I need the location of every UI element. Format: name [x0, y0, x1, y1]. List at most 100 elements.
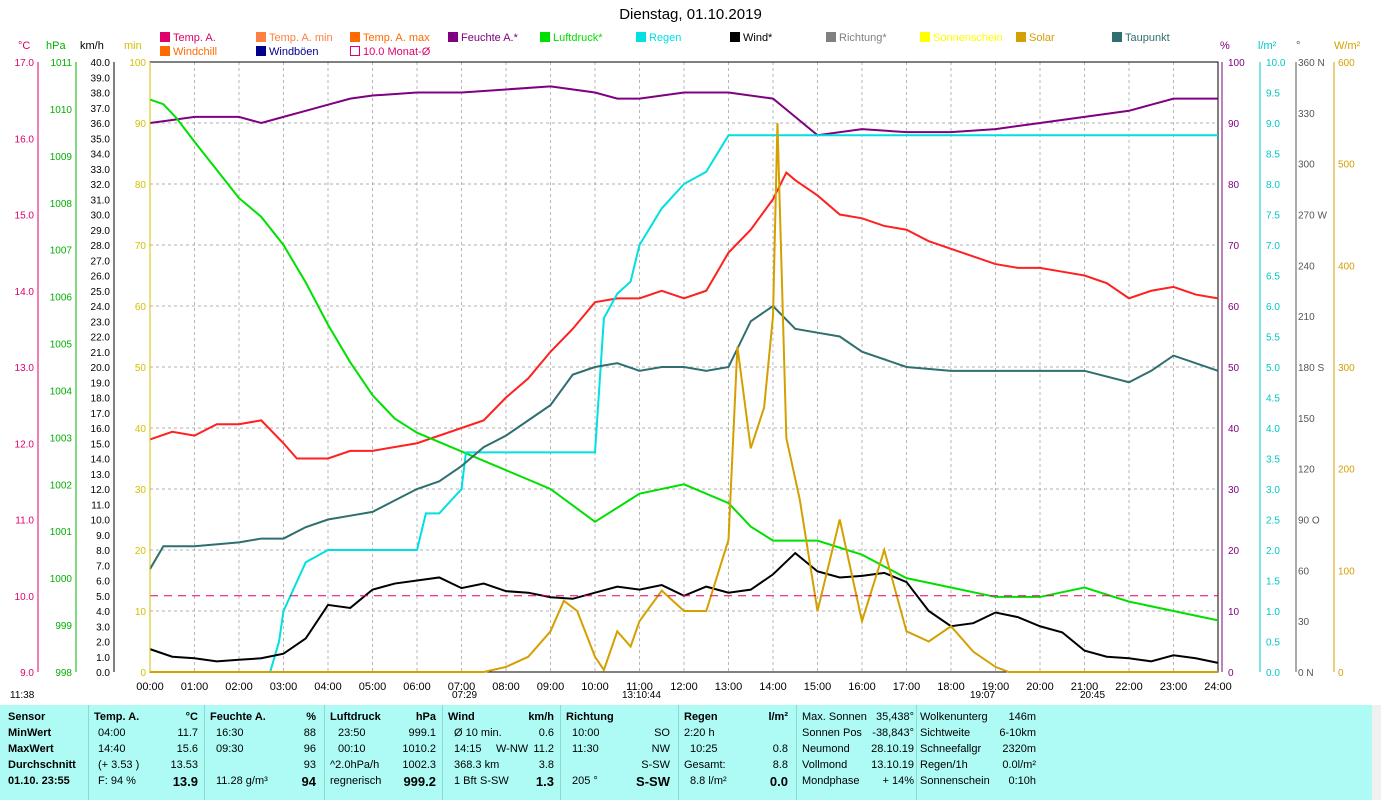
temp-axis-label: 9.0	[20, 668, 34, 679]
unit-temp: °C	[18, 40, 31, 52]
sunshine-axis-label: 10	[135, 607, 147, 618]
humidity-axis-label: 40	[1228, 424, 1240, 435]
direction-axis-label: 210	[1298, 312, 1315, 323]
legend-item: Solar	[1016, 32, 1055, 44]
rain-axis-label: 1.0	[1266, 607, 1280, 618]
wind-axis-label: 40.0	[91, 58, 111, 69]
wind-axis-label: 30.0	[91, 211, 111, 222]
temp-max-time: 14:40	[98, 743, 126, 755]
pressure-axis-label: 1007	[50, 246, 73, 257]
pressure-axis-label: 1006	[50, 293, 73, 304]
dir-now-value: S-SW	[636, 774, 670, 789]
legend-item: Taupunkt	[1112, 32, 1170, 44]
pres-forecast: regnerisch	[330, 775, 382, 787]
unit-pct: %	[1220, 40, 1230, 52]
pressure-axis-label: 1010	[50, 105, 73, 116]
full-moon-value: 13.10.19	[871, 759, 914, 771]
sunshine-axis-label: 20	[135, 546, 147, 557]
rain-axis-label: 1.5	[1266, 577, 1280, 588]
legend-item: Windchill	[160, 46, 217, 58]
pressure-axis-label: 1009	[50, 152, 73, 163]
pressure-axis-label: 1004	[50, 386, 73, 397]
new-moon-value: 28.10.19	[871, 743, 914, 755]
rain-axis-label: 5.5	[1266, 333, 1280, 344]
direction-axis-label: 0 N	[1298, 668, 1314, 679]
direction-axis-label: 120	[1298, 465, 1315, 476]
x-tick-label: 11:00	[626, 681, 653, 693]
series-temp-a-	[149, 170, 1219, 460]
pressure-axis-label: 1002	[50, 480, 73, 491]
legend-swatch	[350, 46, 360, 56]
direction-axis-label: 360 N	[1298, 58, 1325, 69]
pres-header: Luftdruck	[330, 711, 381, 723]
moon-phase-label: Mondphase	[802, 775, 860, 787]
solar-axis-label: 0	[1338, 668, 1344, 679]
rain-header: Regen	[684, 711, 718, 723]
legend-item: 10.0 Monat-Ø	[350, 46, 430, 58]
wind-axis-label: 22.0	[91, 333, 111, 344]
wind-axis-label: 36.0	[91, 119, 111, 130]
rain-duration: 2:20 h	[684, 727, 715, 739]
rain-rate-value: 0.0l/m²	[1002, 759, 1036, 771]
sun-pos-label: Sonnen Pos	[802, 727, 862, 739]
legend-item: Temp. A.	[160, 32, 216, 44]
wind-now-value: 1.3	[535, 774, 554, 789]
legend-item: Windböen	[256, 46, 319, 58]
wind-axis-label: 37.0	[91, 104, 111, 115]
sensor-header: Sensor	[8, 711, 46, 723]
pres-max-value: 1010.2	[402, 743, 436, 755]
hum-min-time: 16:30	[216, 727, 244, 739]
hum-unit: %	[306, 711, 316, 723]
marker-moon: 20:45	[1080, 690, 1106, 701]
x-tick-label: 16:00	[848, 681, 876, 693]
new-moon-label: Neumond	[802, 743, 850, 755]
x-tick-label: 06:00	[403, 681, 431, 693]
wind-axis-label: 34.0	[91, 150, 111, 161]
direction-col: Richtung 10:00 SO 11:30 NW S-SW 205 ° S-…	[566, 705, 674, 800]
temp-axis-label: 14.0	[15, 287, 35, 298]
rain-sum: 8.8 l/m²	[690, 775, 727, 787]
snowline-label: Schneefallgr	[920, 743, 982, 755]
rain-axis-label: 3.0	[1266, 485, 1280, 496]
legend-swatch	[256, 32, 266, 42]
wind-axis-label: 31.0	[91, 195, 111, 206]
wind-axis-label: 24.0	[91, 302, 111, 313]
pressure-axis-label: 1003	[50, 433, 73, 444]
rain-axis-label: 6.0	[1266, 302, 1280, 313]
temp-avg-delta: (+ 3.53 )	[98, 759, 140, 771]
wind-axis-label: 32.0	[91, 180, 111, 191]
x-tick-label: 12:00	[670, 681, 698, 693]
legend-label: Feuchte A.*	[461, 32, 518, 44]
legend-swatch	[160, 46, 170, 56]
snowline-value: 2320m	[1002, 743, 1036, 755]
wind-axis-label: 2.0	[96, 638, 110, 649]
temp-avg-value: 13.53	[170, 759, 198, 771]
moon-phase-value: + 14%	[882, 775, 915, 787]
direction-axis-label: 60	[1298, 566, 1310, 577]
wind-axis-label: 25.0	[91, 287, 111, 298]
legend-item: Sonnenschein	[920, 32, 1003, 44]
solar-axis-label: 300	[1338, 363, 1355, 374]
legend-item: Wind*	[730, 32, 772, 44]
unit-rain: l/m²	[1258, 40, 1277, 52]
series-solar	[150, 122, 1218, 673]
rain-axis-label: 7.5	[1266, 211, 1280, 222]
x-tick-label: 19:00	[982, 681, 1010, 693]
humidity-axis-label: 30	[1228, 485, 1240, 496]
hum-min-value: 88	[303, 727, 316, 739]
x-tick-label: 18:00	[937, 681, 965, 693]
wind-axis-label: 8.0	[96, 546, 110, 557]
pres-min-value: 999.1	[408, 727, 436, 739]
humidity-axis-label: 100	[1228, 58, 1245, 69]
maxwert-label: MaxWert	[8, 743, 54, 755]
legend-item: Feuchte A.*	[448, 32, 518, 44]
wind-axis-label: 13.0	[91, 470, 111, 481]
dir-max-value: NW	[651, 743, 670, 755]
solar-axis-label: 100	[1338, 566, 1355, 577]
dir-now-deg: 205 °	[572, 775, 598, 787]
marker-sunset: 19:07	[970, 690, 996, 701]
summary-panel: Sensor MinWert MaxWert Durchschnitt 01.1…	[0, 705, 1372, 800]
wind-run: 368.3 km	[454, 759, 500, 771]
pres-unit: hPa	[415, 711, 436, 723]
x-tick-label: 00:00	[136, 681, 164, 693]
